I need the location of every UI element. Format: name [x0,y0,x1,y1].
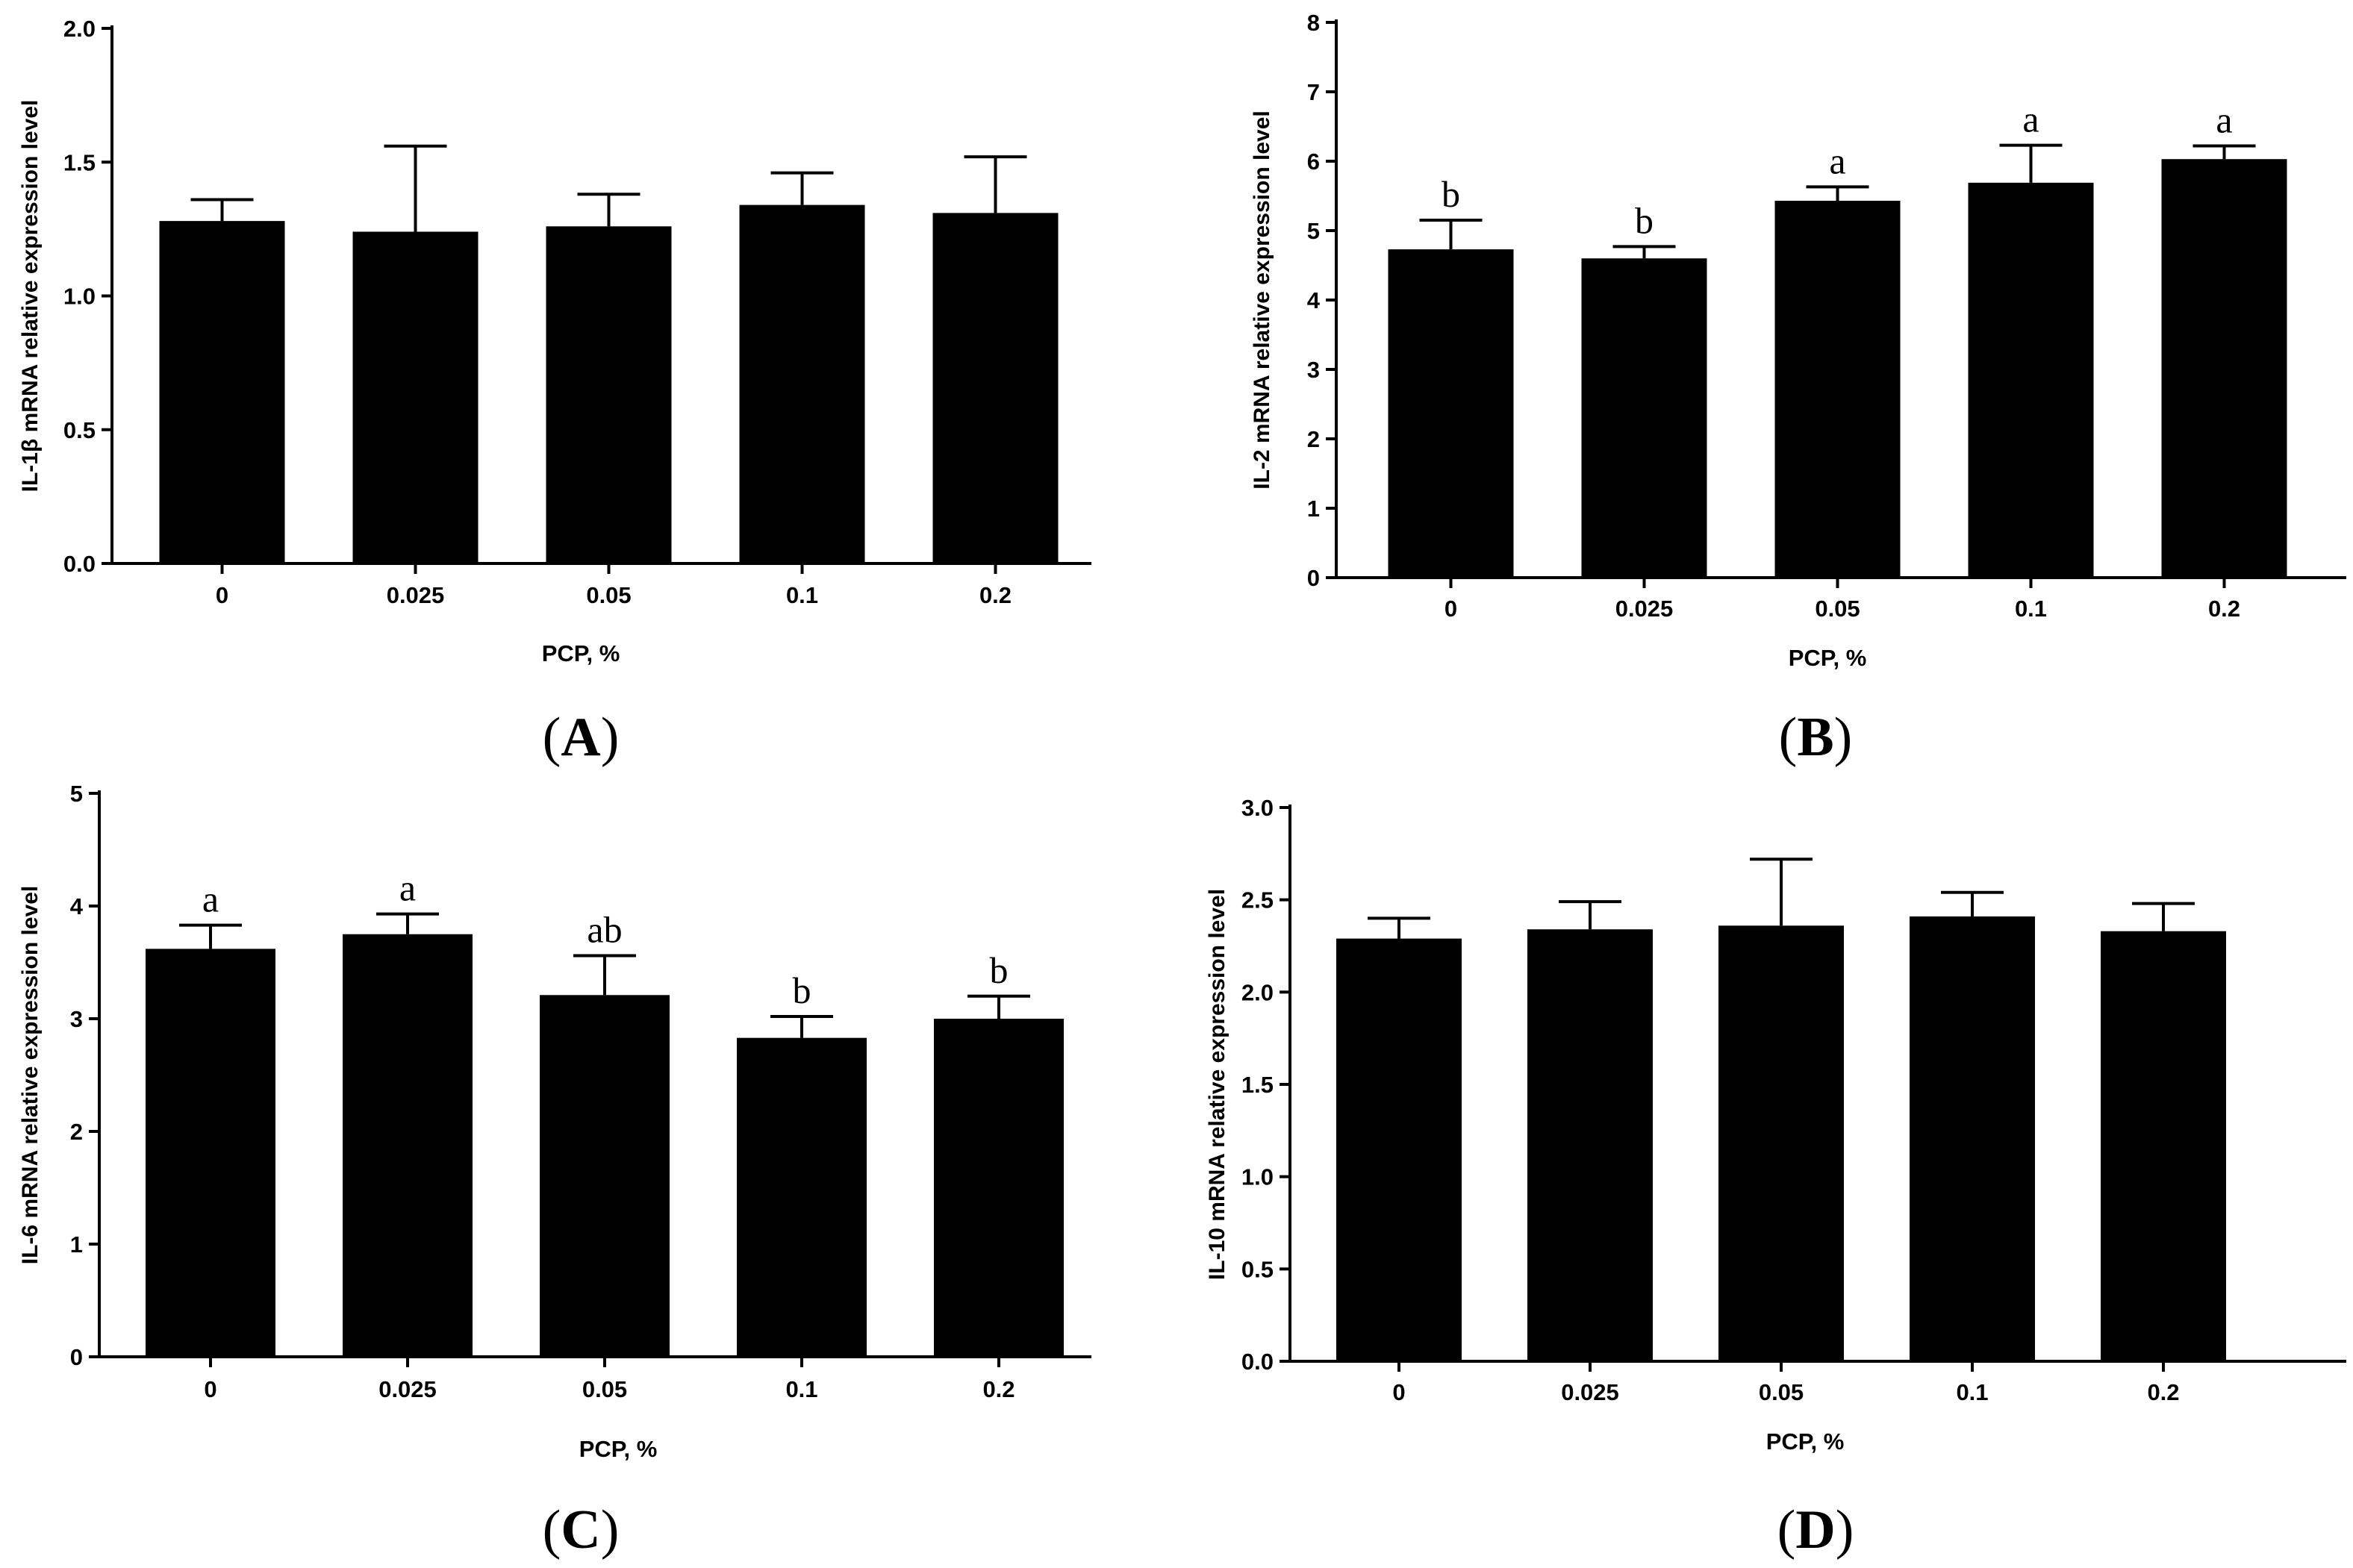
y-tick-label: 1.0 [63,284,96,310]
bar [1388,249,1514,578]
y-tick-label: 3 [1307,357,1320,383]
y-tick-label: 1.5 [63,149,96,175]
bar [352,231,479,563]
bar [159,221,285,563]
x-tick-label: 0 [1444,596,1457,622]
y-tick-label: 6 [1307,149,1320,175]
bar [932,213,1059,563]
bar [1718,925,1844,1361]
bar [146,949,275,1357]
x-axis-title: PCP, % [1766,1428,1845,1455]
significance-label: a [1829,140,1845,181]
y-tick-label: 2 [70,1119,83,1145]
y-tick-label: 2.5 [1241,887,1274,913]
y-tick-label: 8 [1307,10,1320,36]
chart-panel-d: 0 0.025 0.05 0.1 0.2 0.0 0.5 1.0 1.5 2.0 2.5 3.0 IL-… [1205,795,2346,1561]
y-tick-label: 0.0 [1241,1349,1274,1375]
chart-panel-a: 0 0.025 0.05 0.1 0.2 0.0 0.5 1.0 1.5 2.0 IL-1β mRN… [18,16,1091,768]
significance-label: b [1635,199,1654,241]
bar [540,995,670,1357]
y-tick-label: 3.0 [1241,795,1274,821]
x-tick-label: 0.025 [378,1376,437,1402]
bar [934,1019,1064,1357]
x-tick-label: 0.1 [785,1376,817,1402]
x-tick-label: 0.2 [2208,596,2240,622]
y-tick-label: 0.5 [63,417,96,443]
y-tick-label: 0 [70,1344,83,1370]
x-tick-label: 0.05 [582,1376,627,1402]
y-tick-label: 5 [70,781,83,807]
x-tick-label: 0.1 [2015,596,2047,622]
x-tick-label: 0 [1392,1379,1405,1405]
significance-label: a [202,878,219,920]
bar [1336,938,1462,1361]
x-tick-label: 0 [216,582,228,608]
x-tick-label: 0.2 [2147,1379,2179,1405]
x-axis-title: PCP, % [579,1436,658,1462]
x-tick-label: 0.025 [1561,1379,1619,1405]
x-axis-title: PCP, % [1789,645,1867,671]
x-tick-label: 0.025 [1615,596,1674,622]
y-tick-label: 0.5 [1241,1256,1274,1282]
panel-label: (A) [543,707,620,768]
y-tick-label: 2.0 [63,16,96,42]
y-tick-label: 0 [1307,565,1320,591]
significance-label: b [990,949,1009,991]
y-tick-label: 1.0 [1241,1164,1274,1190]
x-tick-label: 0.025 [387,582,445,608]
significance-label: ab [587,908,622,950]
significance-label: a [2216,99,2232,141]
y-tick-label: 7 [1307,79,1320,105]
panel-label: (C) [543,1499,620,1561]
y-tick-label: 1 [70,1231,83,1258]
x-tick-label: 0 [204,1376,216,1402]
bar [343,934,473,1357]
chart-panel-c: a 0 a 0.025 ab 0.05 b 0.1 b 0.2 0 1 2 3 4 5 IL-6 mRNA re… [18,781,1091,1561]
significance-label: b [1442,173,1460,215]
y-tick-label: 3 [70,1006,83,1032]
significance-label: a [399,867,416,909]
y-tick-label: 1 [1307,496,1320,522]
x-tick-label: 0.1 [1956,1379,1988,1405]
bar [1968,182,2094,578]
y-tick-label: 0.0 [63,551,96,577]
y-tick-label: 4 [1307,287,1321,313]
y-axis-title: IL-2 mRNA relative expression level [1250,110,1274,489]
panel-label: (B) [1779,707,1853,768]
bar [1527,929,1653,1361]
y-tick-label: 1.5 [1241,1072,1274,1098]
chart-panel-b: b 0 b 0.025 a 0.05 a 0.1 a 0.2 0 1 2 3 4 5 6 7 8 IL-2 mRNA … [1250,10,2346,768]
panel-label: (D) [1777,1499,1854,1561]
x-tick-label: 0.1 [786,582,818,608]
bar [2101,931,2226,1361]
y-tick-label: 2.0 [1241,979,1274,1005]
y-tick-label: 4 [70,893,84,919]
y-axis-title: IL-6 mRNA relative expression level [18,886,43,1264]
significance-label: b [793,969,811,1011]
y-tick-label: 5 [1307,218,1320,244]
bar [546,226,672,563]
x-tick-label: 0.05 [1759,1379,1804,1405]
x-axis-title: PCP, % [542,640,620,666]
x-tick-label: 0.2 [982,1376,1015,1402]
x-tick-label: 0.2 [979,582,1012,608]
bar [1774,201,1901,578]
x-tick-label: 0.05 [1815,596,1860,622]
y-tick-label: 2 [1307,426,1320,452]
x-tick-label: 0.05 [586,582,631,608]
bar [739,204,865,563]
bar [1910,916,2035,1361]
bar [737,1037,867,1357]
bar [2161,159,2287,578]
bar [1581,258,1707,578]
y-axis-title: IL-1β mRNA relative expression level [18,100,43,493]
y-axis-title: IL-10 mRNA relative expression level [1205,889,1230,1280]
significance-label: a [2022,99,2039,140]
